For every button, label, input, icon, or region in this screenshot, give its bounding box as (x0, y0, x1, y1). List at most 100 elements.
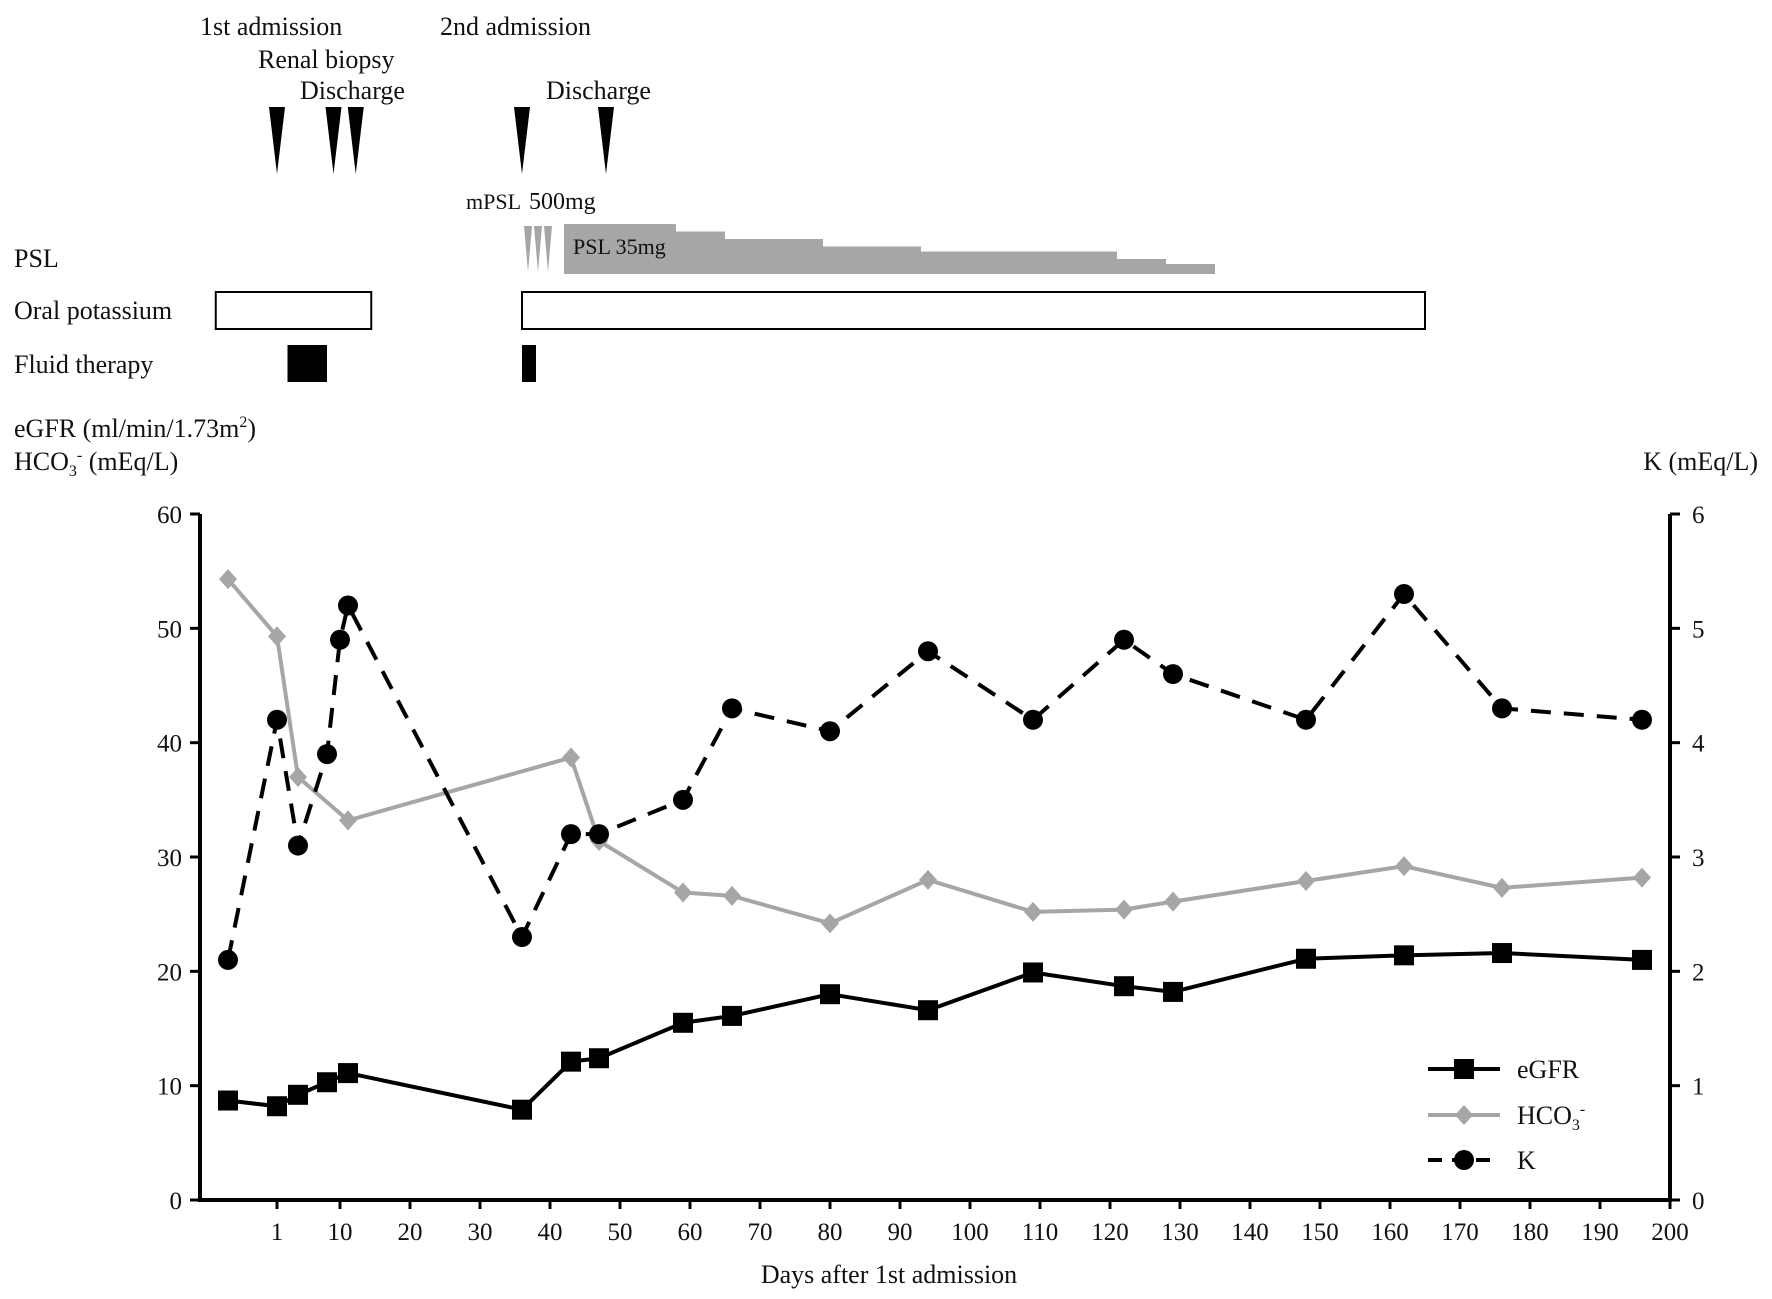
x-axis-tick-label: 190 (1581, 1219, 1619, 1246)
series-point-hco (1164, 891, 1182, 912)
left-axis-label-hco3-text: HCO (14, 447, 69, 476)
fluid-therapy-row-label: Fluid therapy (14, 350, 153, 379)
right-axis-tick-label: 2 (1692, 959, 1705, 986)
event-arrow (269, 107, 285, 174)
left-axis-label-egfr: eGFR (ml/min/1.73m2) (14, 414, 256, 443)
series-point-egfr (722, 1005, 742, 1026)
series-point-k (1296, 709, 1316, 730)
legend-marker-egfr (1454, 1059, 1474, 1079)
right-axis-tick-label: 1 (1692, 1074, 1705, 1101)
legend-label-hco3: HCO3- (1517, 1101, 1585, 1134)
series-point-hco (1633, 867, 1651, 888)
x-axis-tick-label: 120 (1091, 1219, 1129, 1246)
event-arrow (598, 107, 614, 174)
oral-potassium-bars (214, 291, 1426, 330)
legend-marker-k (1454, 1150, 1474, 1170)
x-axis-tick-label: 20 (398, 1219, 423, 1246)
psl-taper-step (823, 246, 921, 274)
series-point-egfr (1023, 962, 1043, 983)
right-axis-label-k: K (mEq/L) (1643, 447, 1758, 476)
series-point-egfr (267, 1096, 287, 1117)
event-arrow (514, 107, 530, 174)
series-point-hco (1395, 856, 1413, 877)
right-axis-tick-label: 0 (1692, 1188, 1705, 1215)
series-point-k (820, 721, 840, 742)
legend-label-hco3-text: HCO (1517, 1101, 1572, 1130)
x-axis-tick-label: 150 (1301, 1219, 1339, 1246)
series-point-egfr (589, 1048, 609, 1069)
left-axis-tick-label: 50 (157, 616, 182, 643)
timeline-panel: 1st admission Renal biopsy Discharge 2nd… (14, 12, 1426, 382)
fluid-therapy-bars (287, 345, 536, 382)
x-axis-tick-label: 80 (818, 1219, 843, 1246)
x-axis-tick-label: 60 (678, 1219, 703, 1246)
series-point-k (1492, 698, 1512, 719)
psl-taper-step (676, 231, 725, 274)
left-axis-tick-label: 20 (157, 959, 182, 986)
event-arrow (325, 107, 342, 174)
series-point-k (267, 709, 287, 730)
left-axis-label-egfr-text: eGFR (ml/min/1.73m (14, 414, 239, 443)
x-axis-tick-label: 1 (271, 1219, 284, 1246)
event-label-2nd-admission: 2nd admission (440, 12, 591, 41)
series-point-egfr (561, 1051, 581, 1072)
series-layer (218, 569, 1652, 1120)
left-axis-label-hco3-sub: 3 (69, 463, 77, 480)
event-markers (269, 107, 614, 174)
series-point-hco (1024, 901, 1042, 922)
series-point-hco (1493, 877, 1511, 898)
mpsl-pulse-arrow (534, 226, 542, 272)
series-point-k (918, 641, 938, 662)
x-axis-tick-label: 70 (748, 1219, 773, 1246)
event-label-discharge-2: Discharge (546, 76, 651, 105)
series-point-k (288, 835, 308, 856)
series-point-hco (339, 810, 357, 831)
series-point-k (673, 789, 693, 810)
left-axis-label-egfr-end: ) (247, 414, 256, 443)
series-point-egfr (1632, 949, 1652, 970)
series-point-hco (821, 913, 839, 934)
series-point-k (330, 629, 350, 650)
mpsl-pulse-arrow (524, 226, 532, 272)
series-point-k (317, 744, 337, 765)
x-axis-tick-label: 160 (1371, 1219, 1409, 1246)
x-axis-tick-label: 40 (538, 1219, 563, 1246)
x-axis-tick-label: 30 (468, 1219, 493, 1246)
oral-potassium-bar (214, 291, 373, 330)
event-label-renal-biopsy: Renal biopsy (258, 45, 395, 74)
psl-taper-step (1117, 259, 1166, 274)
event-label-1st-admission: 1st admission (200, 12, 342, 41)
series-point-k (338, 595, 358, 616)
x-axis-tick-label: 10 (328, 1219, 353, 1246)
mpsl-pulse-arrow (544, 226, 552, 272)
series-point-hco (289, 766, 307, 787)
right-axis-tick-label: 3 (1692, 845, 1705, 872)
mpsl-label: mPSL (466, 189, 521, 214)
left-axis-label-hco3: HCO3- (mEq/L) (14, 447, 178, 480)
legend-marker-hco (1455, 1105, 1473, 1125)
psl-taper-step (1166, 264, 1215, 274)
fluid-therapy-bar (522, 345, 536, 382)
psl-taper-step (921, 251, 1117, 274)
x-axis-tick-label: 170 (1441, 1219, 1479, 1246)
series-point-egfr (512, 1099, 532, 1120)
series-point-hco (919, 869, 937, 890)
series-point-hco (268, 626, 286, 647)
legend-label-k: K (1517, 1146, 1536, 1175)
psl-taper-bars (564, 224, 1215, 274)
x-axis-tick-label: 50 (608, 1219, 633, 1246)
series-line-k (226, 592, 1643, 961)
series-point-egfr (1492, 943, 1512, 964)
x-axis-tick-label: 180 (1511, 1219, 1549, 1246)
fluid-therapy-bar (287, 345, 327, 382)
legend-label-hco3-sup: - (1580, 1101, 1585, 1118)
series-point-k (561, 824, 581, 845)
left-axis-label-hco3-sup: - (77, 447, 82, 464)
series-line-egfr (227, 951, 1643, 1112)
legend-label-egfr: eGFR (1517, 1055, 1580, 1084)
series-point-hco (674, 882, 692, 903)
series-point-egfr (1394, 945, 1414, 966)
x-axis-tick-label: 200 (1651, 1219, 1689, 1246)
mpsl-pulse-markers (524, 226, 552, 272)
mpsl-dose-label: 500mg (529, 189, 596, 215)
